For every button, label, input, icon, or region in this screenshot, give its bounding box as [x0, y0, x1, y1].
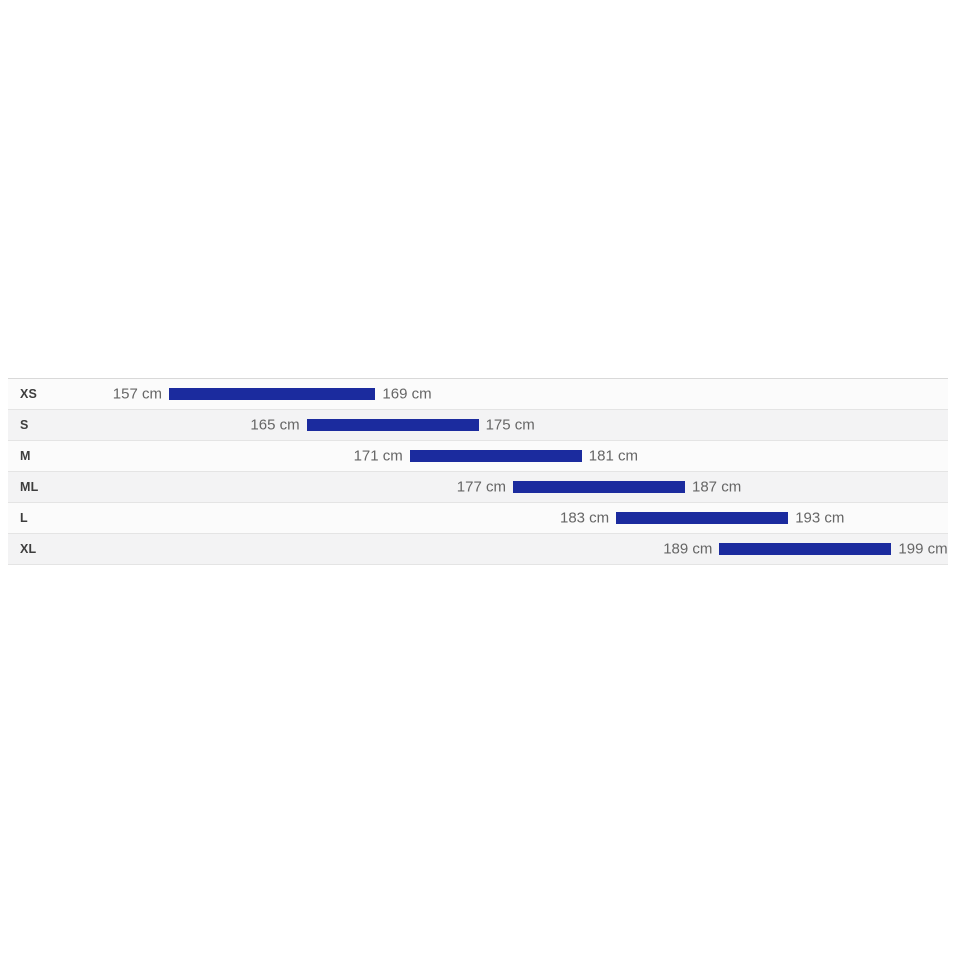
min-height-label: 165 cm: [250, 416, 300, 434]
size-chart: XS 157 cm 169 cm S 165 cm 175 cm M 171 cm 181 cm…: [8, 378, 948, 565]
max-height-label: 175 cm: [485, 416, 535, 434]
height-range-bar: [616, 512, 789, 524]
min-height-label: 157 cm: [112, 385, 162, 403]
max-height-label: 181 cm: [588, 447, 638, 465]
size-row-xl: XL 189 cm 199 cm: [8, 534, 948, 565]
size-label: XS: [20, 387, 38, 401]
max-height-label: 199 cm: [898, 540, 948, 558]
height-range-bar: [169, 388, 376, 400]
max-height-label: 169 cm: [382, 385, 432, 403]
height-range-bar: [306, 419, 479, 431]
min-height-label: 177 cm: [456, 478, 506, 496]
size-label: S: [20, 418, 29, 432]
size-label: L: [20, 511, 28, 525]
size-label: XL: [20, 542, 37, 556]
size-label: ML: [20, 480, 39, 494]
min-height-label: 183 cm: [559, 509, 610, 527]
height-range-bar: [719, 543, 892, 555]
size-row-xs: XS 157 cm 169 cm: [8, 379, 948, 410]
size-row-s: S 165 cm 175 cm: [8, 410, 948, 441]
min-height-label: 189 cm: [663, 540, 713, 558]
size-row-m: M 171 cm 181 cm: [8, 441, 948, 472]
size-row-ml: ML 177 cm 187 cm: [8, 472, 948, 503]
min-height-label: 171 cm: [353, 447, 403, 465]
height-range-bar: [513, 481, 685, 493]
height-range-bar: [409, 450, 582, 462]
max-height-label: 187 cm: [692, 478, 742, 496]
max-height-label: 193 cm: [795, 509, 845, 527]
size-row-l: L 183 cm 193 cm: [8, 503, 948, 534]
size-label: M: [20, 449, 31, 463]
